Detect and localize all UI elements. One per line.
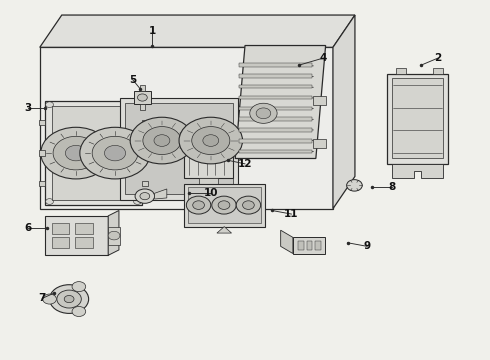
Text: 2: 2 [434, 53, 441, 63]
Circle shape [203, 135, 219, 147]
Text: 5: 5 [129, 75, 136, 85]
Text: 8: 8 [388, 182, 395, 192]
Circle shape [243, 201, 254, 210]
Text: 10: 10 [203, 188, 218, 198]
Circle shape [43, 294, 56, 304]
Circle shape [143, 127, 181, 154]
Circle shape [49, 285, 89, 314]
Bar [198, 178, 218, 186]
Circle shape [72, 306, 86, 316]
Bar [188, 187, 261, 223]
Circle shape [134, 199, 142, 204]
Bar [307, 241, 313, 250]
Text: 4: 4 [319, 53, 327, 63]
Bar [125, 103, 233, 194]
Text: 6: 6 [24, 224, 31, 233]
Text: 11: 11 [284, 209, 299, 219]
Bar [39, 181, 45, 186]
Bar [108, 226, 121, 244]
Polygon shape [392, 164, 443, 178]
Polygon shape [184, 146, 233, 178]
Bar [143, 150, 148, 156]
Circle shape [64, 296, 74, 303]
Bar [239, 107, 313, 110]
Text: 9: 9 [364, 241, 371, 251]
Bar [140, 104, 145, 111]
Polygon shape [235, 45, 326, 158]
Bar [52, 237, 69, 248]
Circle shape [53, 136, 99, 170]
Polygon shape [293, 237, 325, 253]
Circle shape [179, 117, 243, 164]
Polygon shape [121, 98, 238, 200]
Circle shape [212, 196, 236, 214]
Bar [239, 150, 313, 153]
Circle shape [236, 196, 261, 214]
Bar [52, 107, 135, 200]
Polygon shape [387, 74, 448, 164]
Polygon shape [184, 139, 240, 146]
Bar [239, 85, 313, 89]
Bar [314, 139, 326, 148]
Bar [396, 68, 406, 74]
Polygon shape [45, 216, 108, 255]
Circle shape [154, 135, 170, 147]
Bar [143, 181, 148, 186]
Circle shape [138, 94, 147, 101]
Bar [143, 120, 148, 126]
Bar [433, 68, 443, 74]
Circle shape [57, 290, 81, 308]
Circle shape [135, 189, 155, 203]
Bar [134, 91, 151, 104]
Bar [239, 139, 313, 143]
Circle shape [256, 108, 271, 119]
Circle shape [134, 102, 142, 108]
Text: 3: 3 [24, 103, 31, 113]
Circle shape [104, 145, 125, 161]
Bar [298, 241, 304, 250]
Circle shape [72, 282, 86, 292]
Bar [239, 96, 313, 99]
Circle shape [140, 193, 150, 200]
Bar [52, 223, 69, 234]
Polygon shape [45, 101, 143, 205]
Polygon shape [333, 15, 355, 209]
Bar [140, 85, 145, 91]
Circle shape [192, 127, 230, 154]
Bar [316, 241, 321, 250]
Text: 12: 12 [238, 159, 252, 169]
Bar [314, 96, 326, 105]
Circle shape [186, 196, 211, 214]
Polygon shape [184, 184, 265, 226]
Circle shape [130, 117, 194, 164]
Circle shape [193, 201, 204, 210]
Bar [239, 128, 313, 132]
Bar [75, 237, 93, 248]
Circle shape [108, 231, 120, 240]
Bar [39, 150, 45, 156]
Circle shape [250, 103, 277, 123]
Bar [75, 223, 93, 234]
Circle shape [46, 102, 53, 108]
Circle shape [92, 136, 138, 170]
Circle shape [218, 201, 230, 210]
Circle shape [46, 199, 53, 204]
Bar [239, 74, 313, 78]
Polygon shape [40, 15, 355, 47]
Polygon shape [108, 211, 119, 255]
Polygon shape [155, 189, 167, 199]
Polygon shape [217, 226, 232, 233]
Text: 1: 1 [148, 26, 156, 36]
Bar [239, 117, 313, 121]
Circle shape [346, 180, 362, 191]
Circle shape [41, 127, 111, 179]
Circle shape [65, 145, 87, 161]
Bar [392, 78, 443, 158]
Circle shape [80, 127, 150, 179]
Bar [39, 120, 45, 126]
Polygon shape [40, 47, 333, 209]
Bar [239, 63, 313, 67]
Polygon shape [281, 230, 293, 253]
Text: 7: 7 [39, 293, 46, 303]
